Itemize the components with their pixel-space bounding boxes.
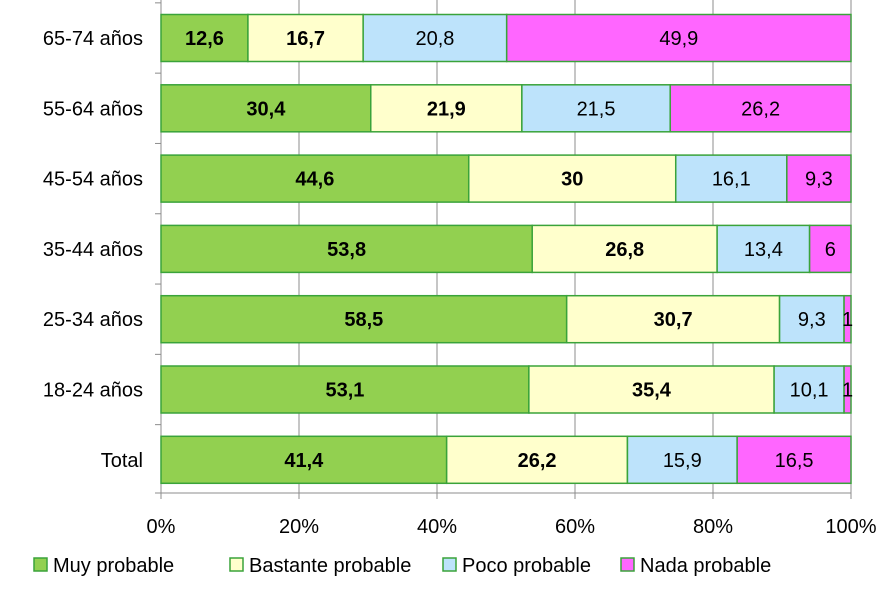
bar-segment bbox=[362, 13, 508, 63]
bar-segment bbox=[467, 154, 677, 203]
data-label: 35,4 bbox=[632, 380, 672, 402]
x-tick-label: 80% bbox=[693, 516, 733, 538]
data-label: 10,1 bbox=[790, 380, 829, 402]
bar-segment bbox=[528, 365, 775, 414]
data-label: 6 bbox=[825, 239, 836, 261]
data-label: 44,6 bbox=[295, 169, 334, 191]
bar-segment bbox=[736, 435, 852, 485]
bar-segment bbox=[843, 365, 852, 414]
category-label: 35-44 años bbox=[43, 239, 143, 261]
data-label: 26,2 bbox=[741, 98, 780, 120]
x-tick-label: 20% bbox=[279, 516, 319, 538]
category-label: Total bbox=[101, 450, 143, 472]
data-label: 21,9 bbox=[427, 98, 466, 120]
legend-swatch bbox=[229, 557, 244, 572]
x-tick-label: 0% bbox=[147, 516, 176, 538]
bar-segment bbox=[786, 154, 852, 203]
data-label: 49,9 bbox=[659, 28, 698, 50]
bar-segment bbox=[778, 294, 845, 344]
x-tick-label: 40% bbox=[417, 516, 457, 538]
data-label: 26,2 bbox=[518, 450, 557, 472]
data-label: 9,3 bbox=[798, 309, 826, 331]
data-label: 30,7 bbox=[654, 309, 693, 331]
data-label: 1 bbox=[842, 380, 853, 402]
data-label: 12,6 bbox=[185, 28, 224, 50]
bar-segment bbox=[626, 435, 738, 485]
data-label: 30,4 bbox=[246, 98, 286, 120]
bar-segment bbox=[674, 154, 788, 203]
category-label: 65-74 años bbox=[43, 28, 143, 50]
data-label: 15,9 bbox=[663, 450, 702, 472]
bar-segment bbox=[808, 224, 852, 274]
legend-label: Bastante probable bbox=[249, 555, 411, 577]
bar-segment bbox=[445, 435, 629, 485]
data-label: 26,8 bbox=[605, 239, 644, 261]
data-label: 1 bbox=[842, 309, 853, 331]
data-label: 16,5 bbox=[775, 450, 814, 472]
bar-segment bbox=[160, 84, 372, 133]
x-tick-label: 100% bbox=[825, 516, 876, 538]
legend-swatch bbox=[33, 557, 48, 572]
category-label: 18-24 años bbox=[43, 380, 143, 402]
legend-label: Muy probable bbox=[53, 555, 174, 577]
bar-segment bbox=[160, 294, 568, 344]
bar-segment bbox=[716, 224, 811, 274]
bar-segment bbox=[773, 365, 845, 414]
data-label: 53,8 bbox=[327, 239, 366, 261]
bar-segment bbox=[160, 224, 533, 274]
category-label: 55-64 años bbox=[43, 98, 143, 120]
bar-segment bbox=[505, 13, 852, 63]
x-tick-label: 60% bbox=[555, 516, 595, 538]
category-label: 45-54 años bbox=[43, 169, 143, 191]
bar-segment bbox=[531, 224, 718, 274]
legend-label: Nada probable bbox=[640, 555, 771, 577]
category-label: 25-34 años bbox=[43, 309, 143, 331]
data-label: 53,1 bbox=[325, 380, 364, 402]
bar-segment bbox=[669, 84, 852, 133]
bar-segment bbox=[370, 84, 523, 133]
data-label: 16,7 bbox=[286, 28, 325, 50]
data-label: 58,5 bbox=[344, 309, 383, 331]
data-label: 41,4 bbox=[284, 450, 324, 472]
legend-swatch bbox=[442, 557, 457, 572]
data-label: 20,8 bbox=[415, 28, 454, 50]
data-label: 21,5 bbox=[577, 98, 616, 120]
bar-segment bbox=[160, 365, 530, 414]
data-label: 13,4 bbox=[744, 239, 783, 261]
bar-segment bbox=[843, 294, 852, 344]
bar-segment bbox=[160, 154, 470, 203]
legend-swatch bbox=[620, 557, 635, 572]
data-label: 30 bbox=[561, 169, 583, 191]
data-label: 16,1 bbox=[712, 169, 751, 191]
data-label: 9,3 bbox=[805, 169, 833, 191]
legend-label: Poco probable bbox=[462, 555, 591, 577]
